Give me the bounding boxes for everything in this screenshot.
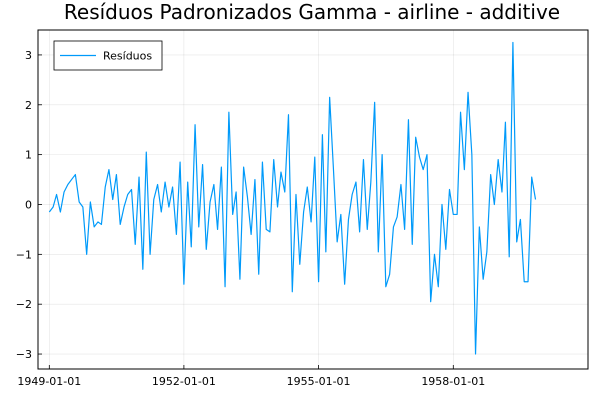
grid — [38, 30, 588, 369]
axis-ticks: −3 −2 −1 0 1 2 3 1949-01-01 1952-01-01 1955-01-01… — [16, 49, 485, 388]
series-layer — [48, 41, 537, 355]
legend: Resíduos — [53, 40, 163, 71]
legend-label: Resíduos — [103, 50, 152, 63]
y-tick-label: −3 — [16, 348, 32, 361]
x-tick-label: 1958-01-01 — [421, 375, 485, 388]
y-tick-label: 3 — [25, 49, 32, 62]
y-tick-label: 1 — [25, 149, 32, 162]
x-tick-label: 1949-01-01 — [17, 375, 81, 388]
x-tick-label: 1955-01-01 — [287, 375, 351, 388]
y-tick-label: 0 — [25, 198, 32, 211]
plot-frame — [37, 29, 589, 370]
y-tick-label: −2 — [16, 298, 32, 311]
chart-title: Resíduos Padronizados Gamma - airline - … — [64, 0, 560, 24]
y-tick-label: 2 — [25, 99, 32, 112]
series-line — [48, 41, 537, 355]
y-tick-label: −1 — [16, 248, 32, 261]
x-tick-label: 1952-01-01 — [152, 375, 216, 388]
